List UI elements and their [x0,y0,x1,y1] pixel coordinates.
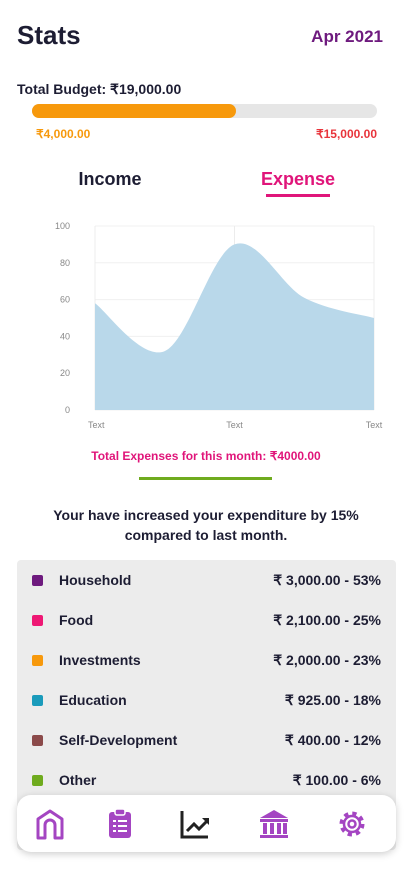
budget-label: Total Budget: ₹19,000.00 [17,81,182,97]
category-swatch [32,695,43,706]
category-amount: ₹ 925.00 - 18% [284,692,381,708]
nav-stats[interactable] [178,807,212,841]
category-amount: ₹ 2,100.00 - 25% [273,612,381,628]
x-tick-label: Text [226,420,243,430]
category-amount: ₹ 100.00 - 6% [292,772,381,788]
category-name: Investments [59,652,141,668]
chart: 0 20 40 60 80 100 Text Text Text [55,221,383,430]
category-row[interactable]: Education ₹ 925.00 - 18% [17,691,396,711]
x-tick-label: Text [88,420,105,430]
nav-home[interactable] [33,807,67,841]
category-swatch [32,575,43,586]
category-name: Household [59,572,132,588]
x-tick-label: Text [366,420,383,430]
category-row[interactable]: Other ₹ 100.00 - 6% [17,771,396,791]
y-tick-label: 60 [60,295,70,305]
category-name: Education [59,692,127,708]
category-name: Other [59,772,97,788]
category-swatch [32,615,43,626]
nav-settings[interactable] [335,807,369,841]
nav-bar [17,795,396,852]
category-swatch [32,655,43,666]
remaining: ₹15,000.00 [315,127,377,141]
category-swatch [32,775,43,786]
category-swatch [32,735,43,746]
y-tick-label: 0 [65,405,70,415]
divider [139,477,272,480]
y-tick-label: 40 [60,331,70,341]
page-title: Stats [17,20,81,50]
budget-bar-fill [32,104,236,118]
nav-list[interactable] [103,807,137,841]
category-amount: ₹ 2,000.00 - 23% [273,652,381,668]
spent: ₹4,000.00 [36,127,91,141]
category-name: Food [59,612,94,628]
category-row[interactable]: Household ₹ 3,000.00 - 53% [17,571,396,591]
category-amount: ₹ 3,000.00 - 53% [273,572,381,588]
category-row[interactable]: Food ₹ 2,100.00 - 25% [17,611,396,631]
category-row[interactable]: Investments ₹ 2,000.00 - 23% [17,651,396,671]
message: Your have increased your expenditure by … [53,507,359,543]
tab[interactable]: Expense [228,169,368,197]
budget-bar [32,104,377,118]
category-row[interactable]: Self-Development ₹ 400.00 - 12% [17,731,396,751]
month[interactable]: Apr 2021 [311,27,383,46]
category-amount: ₹ 400.00 - 12% [284,732,381,748]
summary: Total Expenses for this month: ₹4000.00 [91,449,321,463]
tab[interactable]: Income [78,169,142,189]
category-name: Self-Development [59,732,178,748]
nav-bank[interactable] [257,807,291,841]
y-tick-label: 80 [60,258,70,268]
y-tick-label: 100 [55,221,70,231]
y-tick-label: 20 [60,368,70,378]
area [95,243,374,410]
